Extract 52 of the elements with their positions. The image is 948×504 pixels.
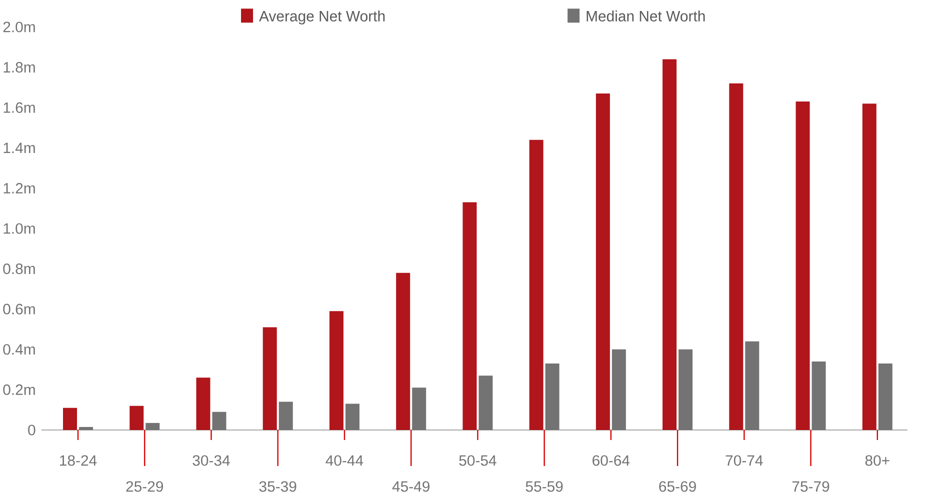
y-tick-label: 1.4m <box>4 142 35 154</box>
bar <box>212 412 226 430</box>
legend-label: Average Net Worth <box>259 10 385 24</box>
y-tick-label: 0.2m <box>3 384 35 395</box>
bar <box>146 422 160 430</box>
x-tick-label: 18-24 <box>60 455 97 466</box>
bar <box>729 83 744 430</box>
x-tick-label: 55-59 <box>526 481 563 492</box>
bar <box>662 59 677 430</box>
bar <box>545 364 560 430</box>
x-tick-label: 40-44 <box>326 455 364 466</box>
x-tick-label: 80+ <box>865 455 890 466</box>
bar <box>196 378 210 430</box>
y-tick-label: 0 <box>28 424 36 436</box>
x-tick-label: 30-34 <box>192 455 230 466</box>
bar <box>678 349 693 430</box>
x-tick-label: 65-69 <box>659 481 696 492</box>
bar <box>462 202 477 430</box>
bar <box>278 402 293 430</box>
legend-label: Median Net Worth <box>586 10 705 22</box>
bar <box>412 388 426 430</box>
x-tick-label: 35-39 <box>259 481 296 492</box>
bar <box>130 406 144 430</box>
bar <box>812 361 826 430</box>
bar <box>612 349 626 430</box>
bar <box>345 404 360 430</box>
y-tick-label: 1.2m <box>4 182 35 194</box>
bar <box>262 327 277 430</box>
y-tick-label: 0.4m <box>3 344 35 355</box>
bar <box>529 140 544 430</box>
x-tick-label: 45-49 <box>392 481 430 492</box>
x-tick-label: 75-79 <box>792 481 830 492</box>
x-tick-label: 50-54 <box>459 455 496 466</box>
y-tick-label: 0.8m <box>3 264 35 274</box>
x-tick-label: 25-29 <box>126 481 164 492</box>
bar <box>329 311 344 430</box>
bar <box>596 93 610 430</box>
bar <box>396 272 410 430</box>
x-tick-label: 70-74 <box>726 455 763 466</box>
x-tick-label: 60-64 <box>592 455 630 466</box>
bar <box>745 341 760 430</box>
y-tick-label: 1.6m <box>4 102 35 113</box>
y-tick-label: 0.6m <box>3 304 35 314</box>
y-tick-label: 2.0m <box>3 22 35 32</box>
bar <box>878 364 892 430</box>
bar <box>862 104 876 430</box>
y-tick-label: 1.8m <box>4 62 35 73</box>
bar <box>79 426 93 430</box>
y-tick-label: 1.0m <box>4 223 35 234</box>
bar <box>63 408 77 430</box>
bar <box>478 376 493 430</box>
bar <box>796 102 810 430</box>
